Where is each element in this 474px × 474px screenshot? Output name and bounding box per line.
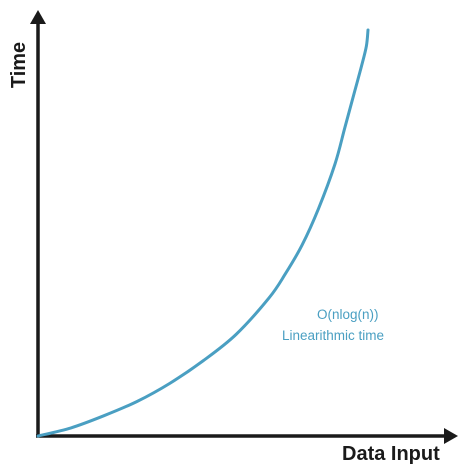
annotation-description: Linearithmic time <box>282 328 384 343</box>
annotation-complexity: O(nlog(n)) <box>317 307 379 322</box>
y-axis-arrowhead <box>30 10 46 24</box>
series-layer <box>36 28 370 438</box>
x-axis-label: Data Input <box>342 443 440 465</box>
y-axis-label: Time <box>8 42 30 88</box>
x-axis-arrowhead <box>444 428 458 444</box>
axes-group <box>30 10 458 444</box>
series-line-0 <box>36 28 370 438</box>
